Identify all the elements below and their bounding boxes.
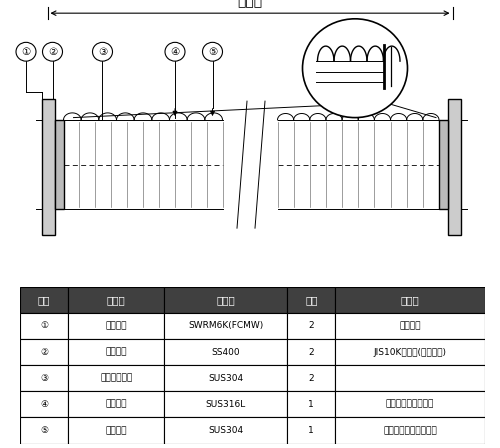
Bar: [287, 365, 336, 391]
Text: SS400: SS400: [212, 348, 240, 357]
Text: 2: 2: [308, 321, 314, 331]
Text: チューブ: チューブ: [106, 400, 127, 409]
Circle shape: [165, 42, 185, 61]
Text: メッキ付: メッキ付: [400, 321, 421, 331]
Bar: [164, 313, 287, 339]
Bar: [164, 391, 287, 418]
Circle shape: [92, 42, 112, 61]
Bar: [68, 313, 164, 339]
Text: ①: ①: [40, 321, 48, 331]
Text: 一重ワイヤーブレイド: 一重ワイヤーブレイド: [384, 426, 437, 435]
Bar: [336, 418, 485, 444]
Bar: [68, 418, 164, 444]
Text: ④: ④: [40, 400, 48, 409]
Circle shape: [42, 42, 62, 61]
Bar: [68, 287, 164, 313]
Text: ④: ④: [170, 47, 179, 57]
Bar: [287, 339, 336, 365]
Bar: [287, 287, 336, 313]
Bar: [336, 339, 485, 365]
Bar: [164, 287, 287, 313]
Text: フランジ: フランジ: [106, 348, 127, 357]
Bar: [20, 365, 68, 391]
Text: 個数: 個数: [305, 295, 318, 305]
Text: ③: ③: [40, 374, 48, 383]
Circle shape: [16, 42, 36, 61]
Bar: [164, 339, 287, 365]
Bar: [20, 391, 68, 418]
Bar: [42, 99, 54, 235]
Text: ②: ②: [48, 47, 57, 57]
Text: ブレイド押え: ブレイド押え: [100, 374, 132, 383]
Text: ブレイド: ブレイド: [106, 426, 127, 435]
Text: ①: ①: [22, 47, 30, 57]
Text: 全　長: 全 長: [238, 0, 262, 9]
Text: 1: 1: [308, 426, 314, 435]
Bar: [336, 313, 485, 339]
Text: 品　名: 品 名: [107, 295, 126, 305]
Bar: [164, 418, 287, 444]
Bar: [336, 365, 485, 391]
Text: SWRM6K(FCMW): SWRM6K(FCMW): [188, 321, 264, 331]
Text: 2: 2: [308, 374, 314, 383]
Bar: [164, 365, 287, 391]
Text: ②: ②: [40, 348, 48, 357]
Bar: [287, 313, 336, 339]
Text: SUS316L: SUS316L: [206, 400, 246, 409]
Bar: [439, 120, 448, 209]
Text: ⑤: ⑤: [208, 47, 217, 57]
Bar: [68, 339, 164, 365]
Circle shape: [302, 19, 408, 117]
Bar: [54, 120, 64, 209]
Bar: [448, 99, 461, 235]
Text: SUS304: SUS304: [208, 374, 244, 383]
Bar: [287, 418, 336, 444]
Text: ⑤: ⑤: [40, 426, 48, 435]
Bar: [68, 365, 164, 391]
Text: ③: ③: [98, 47, 107, 57]
Circle shape: [202, 42, 222, 61]
Bar: [336, 391, 485, 418]
Bar: [20, 313, 68, 339]
Text: JIS10K接続用(メッキ付): JIS10K接続用(メッキ付): [374, 348, 446, 357]
Bar: [287, 391, 336, 418]
Text: 品番: 品番: [38, 295, 50, 305]
Text: タフオメガチューブ: タフオメガチューブ: [386, 400, 434, 409]
Bar: [20, 287, 68, 313]
Text: SUS304: SUS304: [208, 426, 244, 435]
Text: 割リング: 割リング: [106, 321, 127, 331]
Text: 材　質: 材 質: [216, 295, 235, 305]
Text: 摘　要: 摘 要: [401, 295, 419, 305]
Text: 2: 2: [308, 348, 314, 357]
Bar: [336, 287, 485, 313]
Bar: [20, 418, 68, 444]
Text: 1: 1: [308, 400, 314, 409]
Bar: [20, 339, 68, 365]
Bar: [68, 391, 164, 418]
